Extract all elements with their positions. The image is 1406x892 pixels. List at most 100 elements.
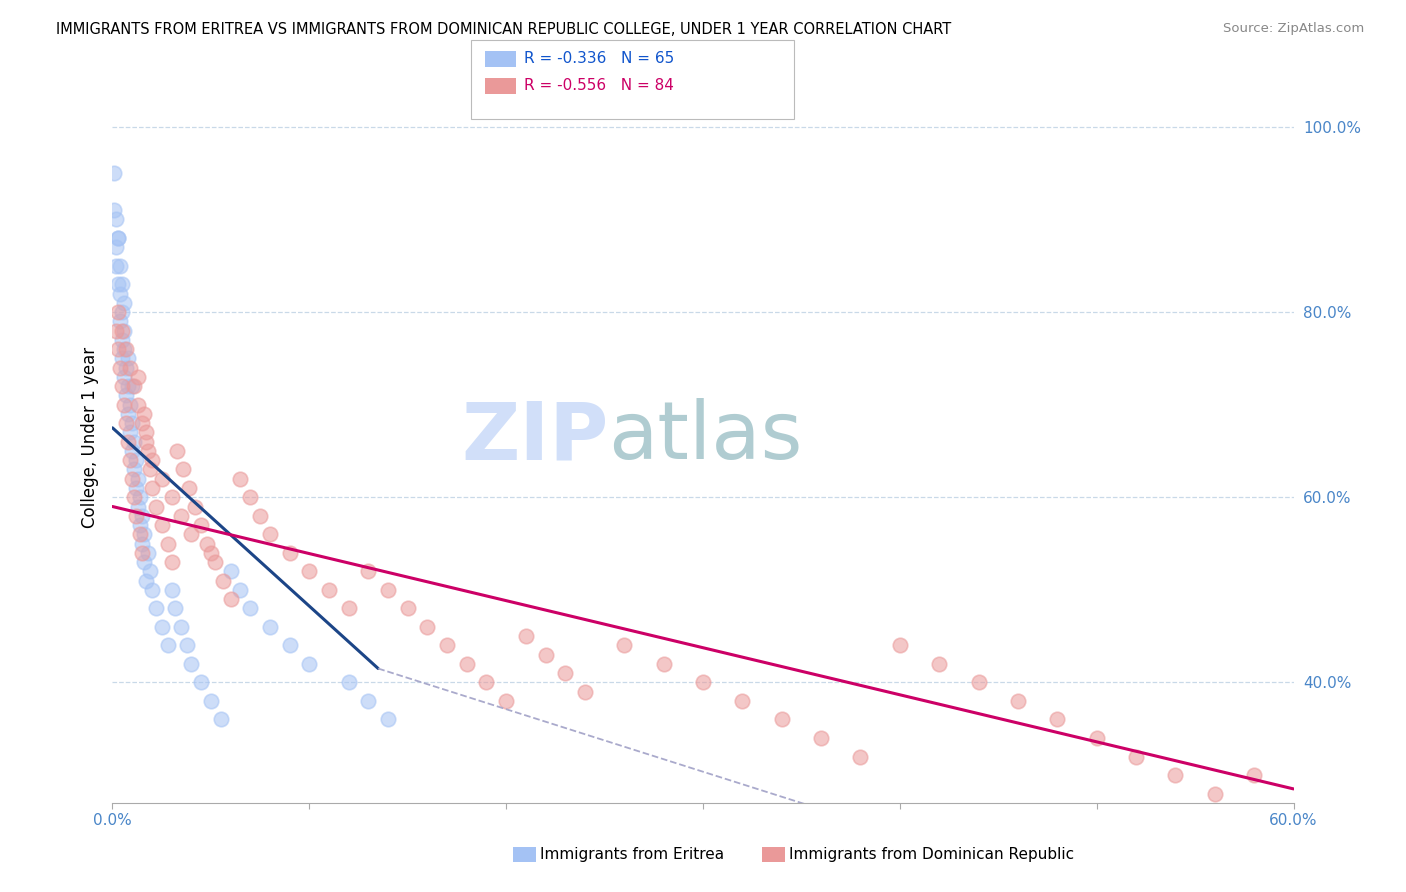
Point [107,277,129,292]
Point [129,527,152,541]
Point [160,490,183,504]
Point [132,527,155,541]
Point [377,582,399,597]
Point [396,601,419,615]
Point [298,565,321,579]
Point [111,305,134,319]
Point [1007,694,1029,708]
Point [156,536,179,550]
Text: R = -0.336   N = 65: R = -0.336 N = 65 [524,52,675,66]
Point [165,601,187,615]
Point [132,555,155,569]
Point [259,620,281,634]
Point [127,472,149,486]
Point [150,518,173,533]
Point [1164,768,1187,782]
Point [139,462,162,476]
Text: Source: ZipAtlas.com: Source: ZipAtlas.com [1223,22,1364,36]
Point [122,462,145,476]
Point [131,508,153,523]
Point [190,675,212,690]
Point [125,508,148,523]
Point [200,694,222,708]
Point [121,472,143,486]
Point [515,629,537,643]
Point [416,620,439,634]
Point [160,555,183,569]
Point [692,675,714,690]
Point [111,324,134,338]
Point [204,555,226,569]
Point [200,546,222,560]
Text: ZIP: ZIP [461,398,609,476]
Point [139,565,162,579]
Point [436,639,458,653]
Point [172,462,194,476]
Point [810,731,832,745]
Point [278,639,301,653]
Point [115,388,138,402]
Point [120,453,142,467]
Point [298,657,321,671]
Point [534,648,557,662]
Point [112,324,135,338]
Point [613,639,636,653]
Point [111,351,134,366]
Point [211,574,233,588]
Point [849,749,872,764]
Point [229,472,252,486]
Point [136,444,159,458]
Point [125,481,148,495]
Point [145,601,167,615]
Point [180,657,202,671]
Point [129,490,152,504]
Point [117,434,139,449]
Point [135,425,157,440]
Point [105,324,128,338]
Point [112,295,135,310]
Point [115,416,138,430]
Point [107,305,129,319]
Point [127,500,149,514]
Point [121,416,143,430]
Point [115,360,138,375]
Y-axis label: College, Under 1 year: College, Under 1 year [80,346,98,528]
Point [107,231,129,245]
Point [150,620,173,634]
Point [125,453,148,467]
Point [121,379,143,393]
Point [111,277,134,292]
Point [103,166,125,180]
Point [107,342,129,356]
Point [195,536,218,550]
Point [1243,768,1265,782]
Point [180,527,202,541]
Point [115,342,138,356]
Point [127,370,149,384]
Point [131,536,153,550]
Point [259,527,281,541]
Point [190,518,212,533]
Point [249,508,271,523]
Point [141,481,163,495]
Point [120,360,142,375]
Point [141,582,163,597]
Point [731,694,754,708]
Point [652,657,675,671]
Point [141,453,163,467]
Point [121,444,143,458]
Point [337,601,360,615]
Point [318,582,340,597]
Point [145,500,167,514]
Point [160,582,183,597]
Point [105,212,128,227]
Point [475,675,498,690]
Point [377,713,399,727]
Point [554,666,576,681]
Point [357,565,380,579]
Point [131,416,153,430]
Point [111,333,134,347]
Point [117,407,139,421]
Point [889,639,911,653]
Point [111,379,134,393]
